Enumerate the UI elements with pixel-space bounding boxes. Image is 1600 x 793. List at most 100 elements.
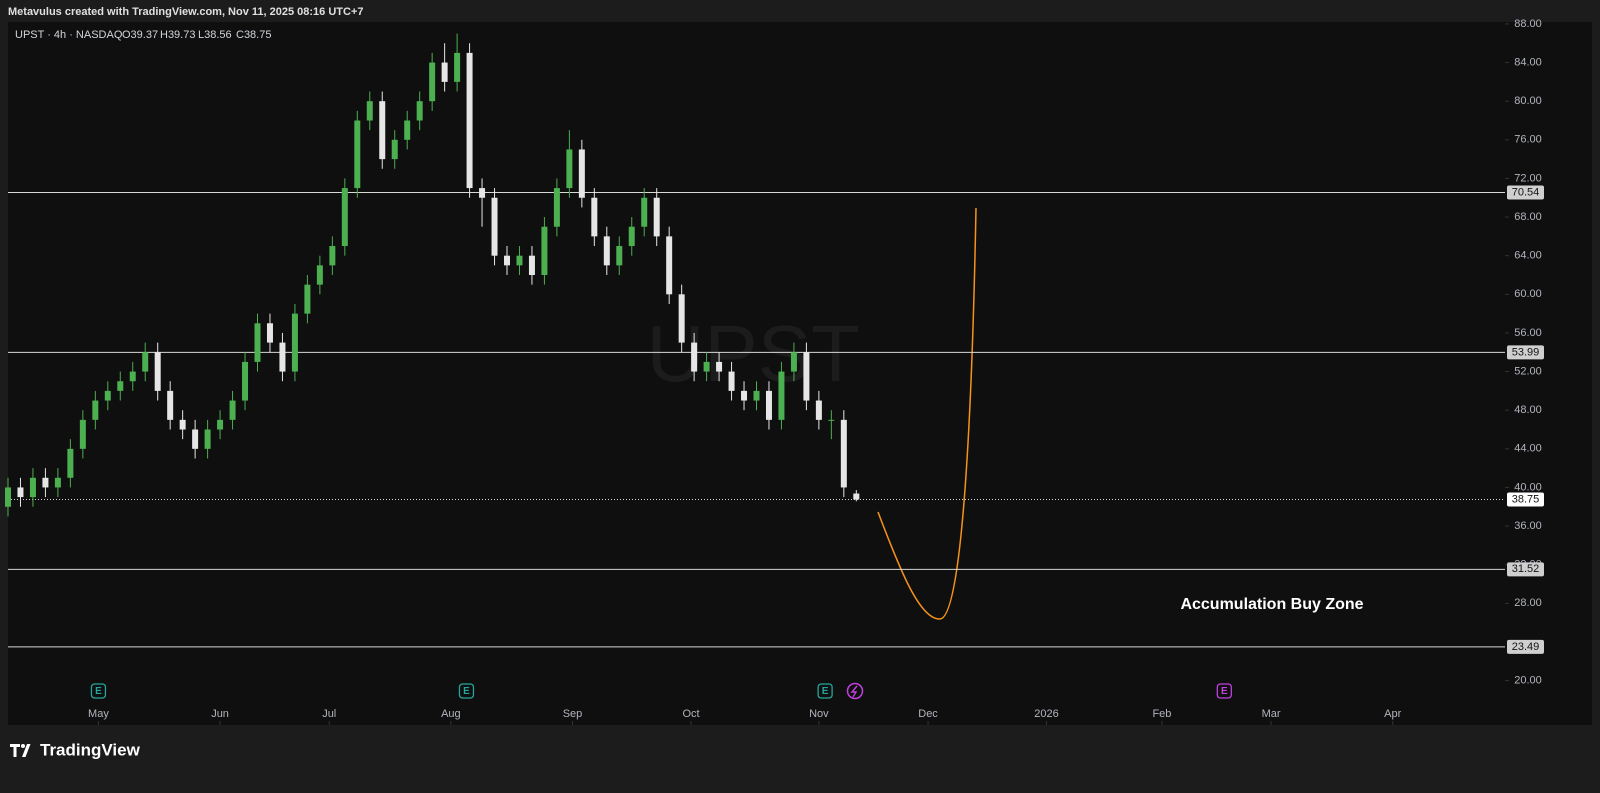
candle-body (491, 197, 498, 256)
x-tick-label: Apr (1384, 708, 1401, 720)
candle-body (753, 390, 760, 401)
level-label: 70.54 (1512, 186, 1540, 198)
candle-body (778, 371, 785, 420)
candle-body (179, 419, 186, 430)
brand-mark (10, 744, 31, 757)
candle-body (167, 390, 174, 420)
earnings-icon[interactable] (458, 683, 475, 699)
level-box (1507, 345, 1544, 360)
y-tick-label: 80.00 (1514, 95, 1542, 107)
candle-body (154, 352, 161, 391)
candle-body (79, 419, 86, 449)
candle-body (653, 197, 660, 237)
candle-body (29, 477, 36, 498)
candle-body (329, 246, 336, 266)
candle-body (803, 352, 810, 401)
candle-body (553, 188, 560, 227)
level-box (1507, 639, 1544, 654)
candle-body (703, 361, 710, 372)
candle-body (104, 390, 111, 401)
candle-body (603, 236, 610, 266)
earnings-icon[interactable] (1216, 683, 1232, 699)
attribution: Metavulus created with TradingView.com, … (8, 6, 364, 18)
earnings-icon[interactable] (90, 683, 107, 699)
candle-body (678, 294, 685, 343)
candle-body (591, 197, 598, 237)
x-tick-label: Aug (441, 708, 461, 720)
annotation: Accumulation Buy Zone (1180, 596, 1363, 613)
last-price-label: 38.75 (1512, 493, 1540, 505)
y-tick-label: 64.00 (1514, 250, 1542, 262)
candle-body (266, 323, 273, 343)
y-tick-label: 20.00 (1514, 674, 1542, 686)
y-tick-label: 88.00 (1514, 18, 1542, 30)
candle-body (466, 52, 473, 189)
candle-body (840, 419, 847, 488)
candle-body (528, 255, 535, 276)
candle-body (42, 477, 49, 488)
candle-body (578, 149, 585, 198)
y-tick-label: 40.00 (1514, 481, 1542, 493)
earnings-label: E (463, 686, 470, 697)
candle-body (242, 361, 249, 401)
dividend-icon[interactable] (846, 682, 864, 700)
y-tick-label: 56.00 (1514, 327, 1542, 339)
watermark: UPST (647, 309, 860, 398)
x-tick-label: Jul (322, 708, 336, 720)
chart-panel (8, 22, 1592, 725)
candle-body (291, 313, 298, 372)
x-tick-label: Oct (682, 708, 699, 720)
x-tick-label: Dec (918, 708, 938, 720)
candle-body (566, 149, 573, 189)
x-tick-label: 2026 (1034, 708, 1058, 720)
candle-body (541, 226, 548, 276)
ohlc-legend: O39.37 H39.73 L38.56 C38.75 (122, 29, 271, 41)
candle-body (504, 255, 510, 266)
candle-body (815, 400, 822, 420)
candle-body (416, 101, 423, 121)
candle-body (516, 255, 523, 266)
x-tick-label: Mar (1262, 708, 1281, 720)
candle-body (741, 390, 748, 401)
candle-body (728, 371, 735, 391)
candle-body (379, 101, 386, 160)
candle-body (229, 400, 236, 420)
candle-body (204, 429, 211, 449)
candle-body (54, 477, 61, 488)
candle-body (129, 371, 136, 382)
x-tick-label: Feb (1152, 708, 1171, 720)
x-tick-label: Sep (563, 708, 583, 720)
level-label: 23.49 (1512, 641, 1540, 653)
candle-body (454, 52, 461, 82)
projection-curve (877, 207, 977, 620)
brand-dot (21, 744, 25, 748)
dividend-bolt (850, 685, 858, 698)
earnings-label: E (1221, 686, 1228, 697)
candle-body (691, 342, 698, 372)
candle-body (142, 352, 149, 372)
candle-body (391, 139, 398, 160)
earnings-icon[interactable] (817, 683, 833, 699)
candle-body (341, 188, 348, 247)
candle-body (404, 120, 411, 140)
candle-body (790, 352, 797, 372)
x-tick-label: Jun (211, 708, 229, 720)
candle-body (254, 323, 261, 362)
candle-body (628, 226, 635, 247)
last-price-box (1507, 492, 1544, 507)
y-tick-label: 60.00 (1514, 288, 1542, 300)
y-tick-label: 44.00 (1514, 443, 1542, 455)
candle-body (366, 101, 373, 121)
x-tick-label: Nov (809, 708, 829, 720)
candle-body (316, 265, 323, 285)
candle-body (17, 487, 24, 498)
candle-body (716, 361, 723, 372)
level-label: 31.52 (1512, 563, 1540, 575)
y-tick-label: 48.00 (1514, 404, 1542, 416)
level-box (1507, 562, 1544, 577)
level-label: 53.99 (1512, 346, 1540, 358)
y-tick-label: 28.00 (1514, 597, 1542, 609)
earnings-label: E (822, 686, 829, 697)
